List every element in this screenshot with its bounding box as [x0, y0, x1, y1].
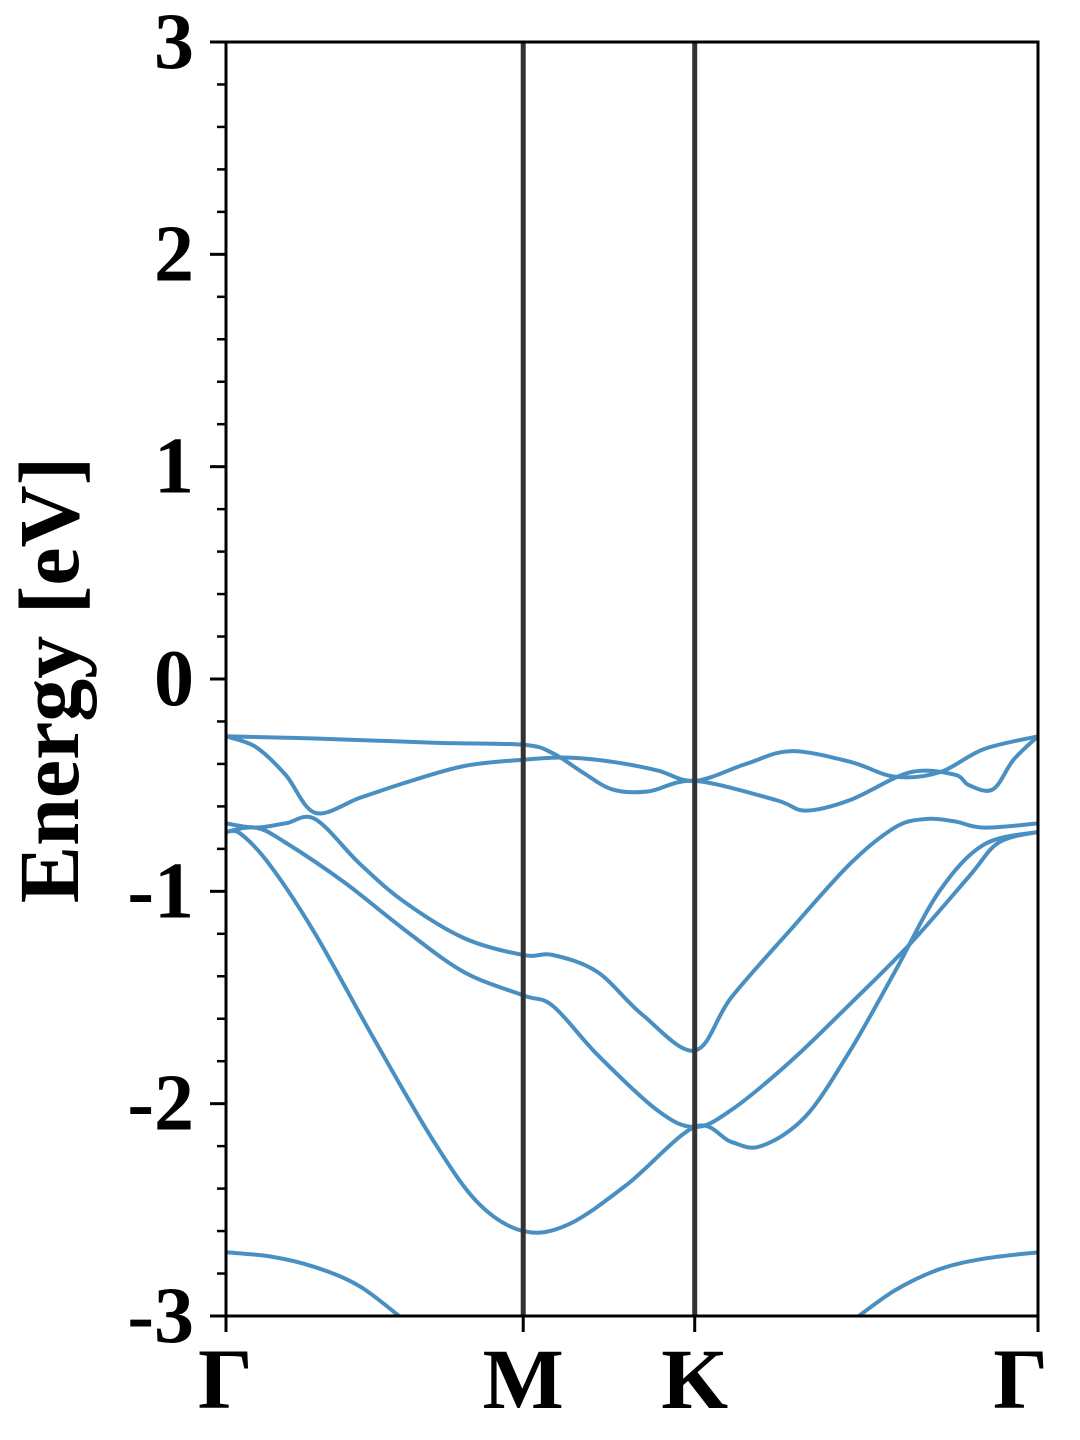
y-ticks-layer: 3 2 1 0 -1 -2 -3	[127, 0, 226, 1360]
y-tick-label: 1	[154, 423, 194, 511]
y-tick-label: -1	[127, 847, 194, 935]
plot-frame	[224, 40, 1040, 1318]
x-tick-label: M	[483, 1331, 564, 1427]
kpath-lines-layer	[520, 42, 698, 1316]
band-line-3	[226, 814, 1038, 1053]
y-tick-label: 3	[154, 0, 194, 86]
y-axis-label: Energy [eV]	[1, 457, 97, 904]
band-line-6	[226, 1250, 403, 1316]
y-tick-label: 2	[154, 210, 194, 298]
band-line-7	[855, 1250, 1038, 1316]
x-tick-label: Γ	[198, 1331, 253, 1427]
y-tick-label: -3	[127, 1272, 194, 1360]
x-tick-label: K	[661, 1331, 728, 1427]
band-line-2	[226, 734, 1038, 816]
band-line-5	[226, 828, 1038, 1235]
y-tick-label: 0	[154, 635, 194, 723]
band-line-4	[226, 825, 1038, 1129]
bands-layer	[226, 734, 1038, 1316]
y-tick-label: -2	[127, 1060, 194, 1148]
x-tick-label: Γ	[993, 1331, 1048, 1427]
band-line-1	[226, 734, 1038, 813]
